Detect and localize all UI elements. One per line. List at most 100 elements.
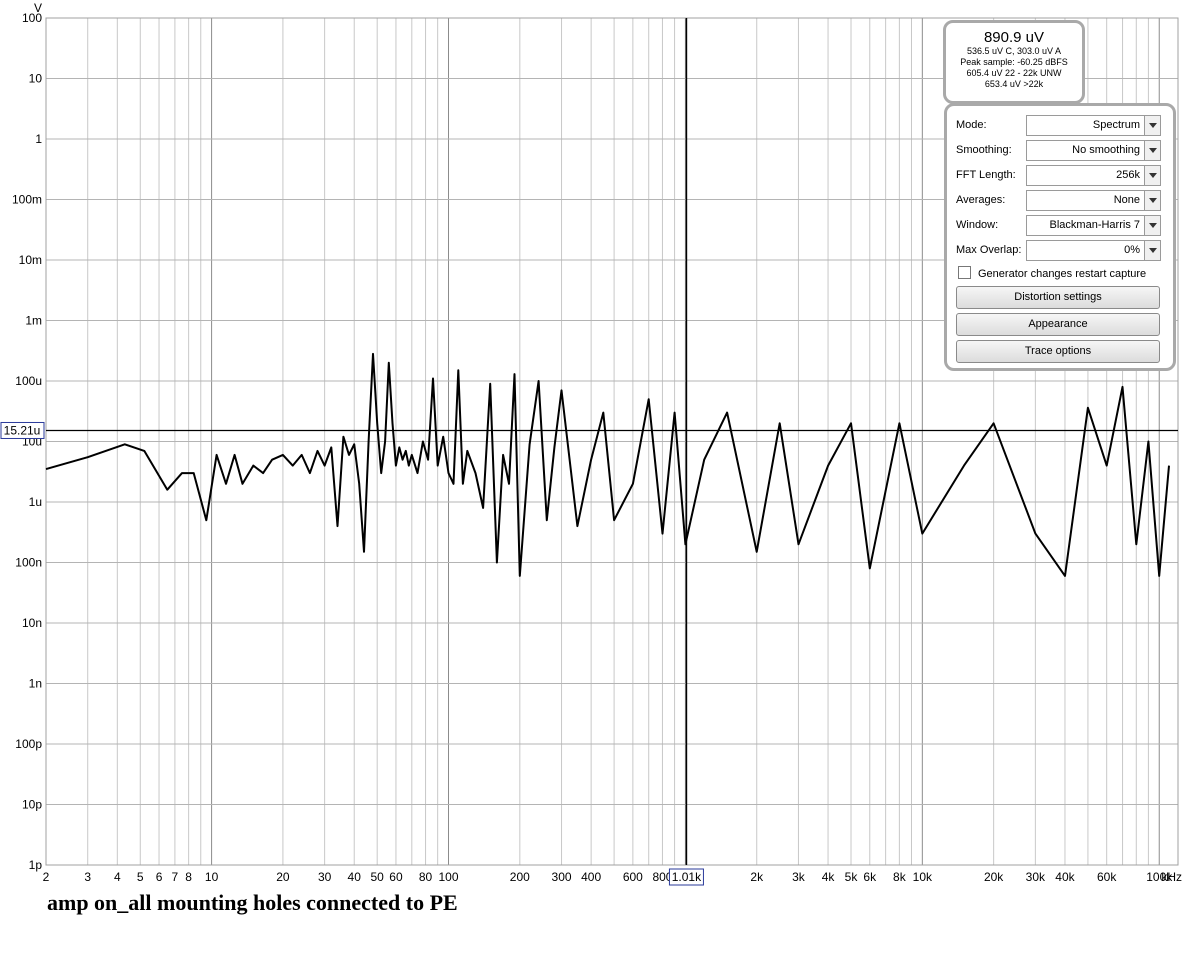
- x-tick-label: 80: [419, 870, 433, 884]
- level-readout-panel: 890.9 uV 536.5 uV C, 303.0 uV A Peak sam…: [943, 20, 1085, 104]
- restart-capture-label: Generator changes restart capture: [978, 268, 1147, 280]
- y-tick-label: 1m: [25, 314, 42, 328]
- mode-label: Mode:: [956, 119, 987, 131]
- averages-dropdown-icon[interactable]: [1144, 191, 1160, 210]
- x-tick-label: 60: [389, 870, 403, 884]
- smoothing-dropdown-icon[interactable]: [1144, 141, 1160, 160]
- x-unit-label: kHz: [1161, 870, 1182, 884]
- x-tick-label: 4: [114, 870, 121, 884]
- overlap-row: Max Overlap: 0%: [956, 240, 1164, 262]
- mode-value: Spectrum: [1092, 119, 1140, 131]
- x-tick-label: 5k: [845, 870, 859, 884]
- cursor-y-value-box: [0, 421, 45, 439]
- y-tick-label: 10: [29, 72, 43, 86]
- plot-border: [45, 17, 1179, 866]
- mode-dropdown-icon[interactable]: [1144, 116, 1160, 135]
- smoothing-value: No smoothing: [1072, 144, 1140, 156]
- averages-label: Averages:: [956, 194, 1006, 206]
- overlap-value: 0%: [1124, 244, 1140, 256]
- overlap-label: Max Overlap:: [956, 244, 1022, 256]
- fft-length-select[interactable]: 256k: [1026, 165, 1161, 186]
- fft-length-dropdown-icon[interactable]: [1144, 166, 1160, 185]
- x-tick-label: 8: [185, 870, 192, 884]
- y-tick-label: 1u: [29, 495, 42, 509]
- x-tick-label: 300: [552, 870, 572, 884]
- overlap-select[interactable]: 0%: [1026, 240, 1161, 261]
- x-tick-label: 30: [318, 870, 332, 884]
- x-tick-label: 20k: [984, 870, 1004, 884]
- x-tick-label: 100: [438, 870, 458, 884]
- cursor-y-value-label: 15.21u: [4, 423, 41, 437]
- y-tick-label: 10m: [19, 253, 42, 267]
- averages-row: Averages: None: [956, 190, 1164, 212]
- x-tick-label: 3: [84, 870, 91, 884]
- smoothing-label: Smoothing:: [956, 144, 1012, 156]
- distortion-settings-button[interactable]: Distortion settings: [956, 286, 1160, 309]
- overlap-dropdown-icon[interactable]: [1144, 241, 1160, 260]
- y-tick-label: 100m: [12, 193, 42, 207]
- x-tick-label: 5: [137, 870, 144, 884]
- x-tick-label: 60k: [1097, 870, 1117, 884]
- y-tick-label: 10p: [22, 798, 42, 812]
- y-tick-label: 1p: [29, 858, 43, 872]
- spectrum-trace: [45, 352, 1170, 577]
- x-tick-label: 600: [623, 870, 643, 884]
- x-tick-label: 6k: [863, 870, 877, 884]
- chart-caption: amp on_all mounting holes connected to P…: [47, 890, 458, 915]
- trace-options-button[interactable]: Trace options: [956, 340, 1160, 363]
- x-tick-label: 7: [172, 870, 179, 884]
- x-tick-label: 3k: [792, 870, 806, 884]
- y-tick-label: 10n: [22, 616, 42, 630]
- y-tick-label: 100u: [15, 374, 42, 388]
- readout-line-1: 536.5 uV C, 303.0 uV A: [966, 46, 1062, 56]
- cursor-x-value-box: [668, 868, 704, 886]
- window-value: Blackman-Harris 7: [1049, 219, 1140, 231]
- x-tick-label: 40: [348, 870, 362, 884]
- y-tick-label: 100p: [15, 737, 42, 751]
- x-tick-label: 20: [276, 870, 290, 884]
- x-tick-label: 10: [205, 870, 219, 884]
- x-tick-label: 800: [652, 870, 672, 884]
- x-tick-label: 100k: [1146, 870, 1173, 884]
- x-tick-label: 8k: [893, 870, 907, 884]
- x-tick-label: 200: [510, 870, 530, 884]
- readout-line-4: 653.4 uV >22k: [984, 79, 1044, 89]
- trace-layer: [45, 352, 1170, 577]
- x-tick-label: 2: [43, 870, 50, 884]
- y-axis-unit-label: V: [34, 1, 42, 15]
- fft-length-value: 256k: [1116, 169, 1140, 181]
- window-row: Window: Blackman-Harris 7: [956, 215, 1164, 237]
- x-tick-label: 10k: [913, 870, 933, 884]
- window-dropdown-icon[interactable]: [1144, 216, 1160, 235]
- fft-length-row: FFT Length: 256k: [956, 165, 1164, 187]
- x-tick-label: 400: [581, 870, 601, 884]
- x-tick-label: 30k: [1026, 870, 1046, 884]
- y-tick-label: 1: [35, 132, 42, 146]
- x-tick-label: 4k: [822, 870, 836, 884]
- cursor-layer: [46, 18, 1178, 865]
- x-tick-label: 40k: [1055, 870, 1075, 884]
- restart-capture-option[interactable]: Generator changes restart capture: [958, 266, 1146, 280]
- readout-line-2: Peak sample: -60.25 dBFS: [960, 57, 1068, 67]
- fft-length-label: FFT Length:: [956, 169, 1016, 181]
- x-tick-label: 2k: [750, 870, 764, 884]
- window-label: Window:: [956, 219, 999, 231]
- readout-main: 890.9 uV: [983, 29, 1045, 46]
- restart-capture-checkbox[interactable]: [958, 266, 971, 279]
- y-tick-label: 100n: [15, 556, 42, 570]
- mode-select[interactable]: Spectrum: [1026, 115, 1161, 136]
- smoothing-select[interactable]: No smoothing: [1026, 140, 1161, 161]
- smoothing-row: Smoothing: No smoothing: [956, 140, 1164, 162]
- window-select[interactable]: Blackman-Harris 7: [1026, 215, 1161, 236]
- analysis-controls-panel: Mode: Spectrum Smoothing: No smoothing F…: [944, 103, 1176, 371]
- mode-row: Mode: Spectrum: [956, 115, 1164, 137]
- averages-select[interactable]: None: [1026, 190, 1161, 211]
- appearance-button[interactable]: Appearance: [956, 313, 1160, 336]
- averages-value: None: [1113, 194, 1140, 206]
- y-tick-label: 1n: [29, 677, 42, 691]
- cursor-x-value-label: 1.01k: [672, 870, 702, 884]
- tick-labels: 2 3 4 5 6 7 8 10 20 30 40 50 60 80 100 200 300 400 600 800 2…: [0, 1, 1182, 886]
- x-tick-label: 6: [156, 870, 163, 884]
- y-tick-label: 100: [22, 11, 42, 25]
- x-tick-label: 50: [371, 870, 385, 884]
